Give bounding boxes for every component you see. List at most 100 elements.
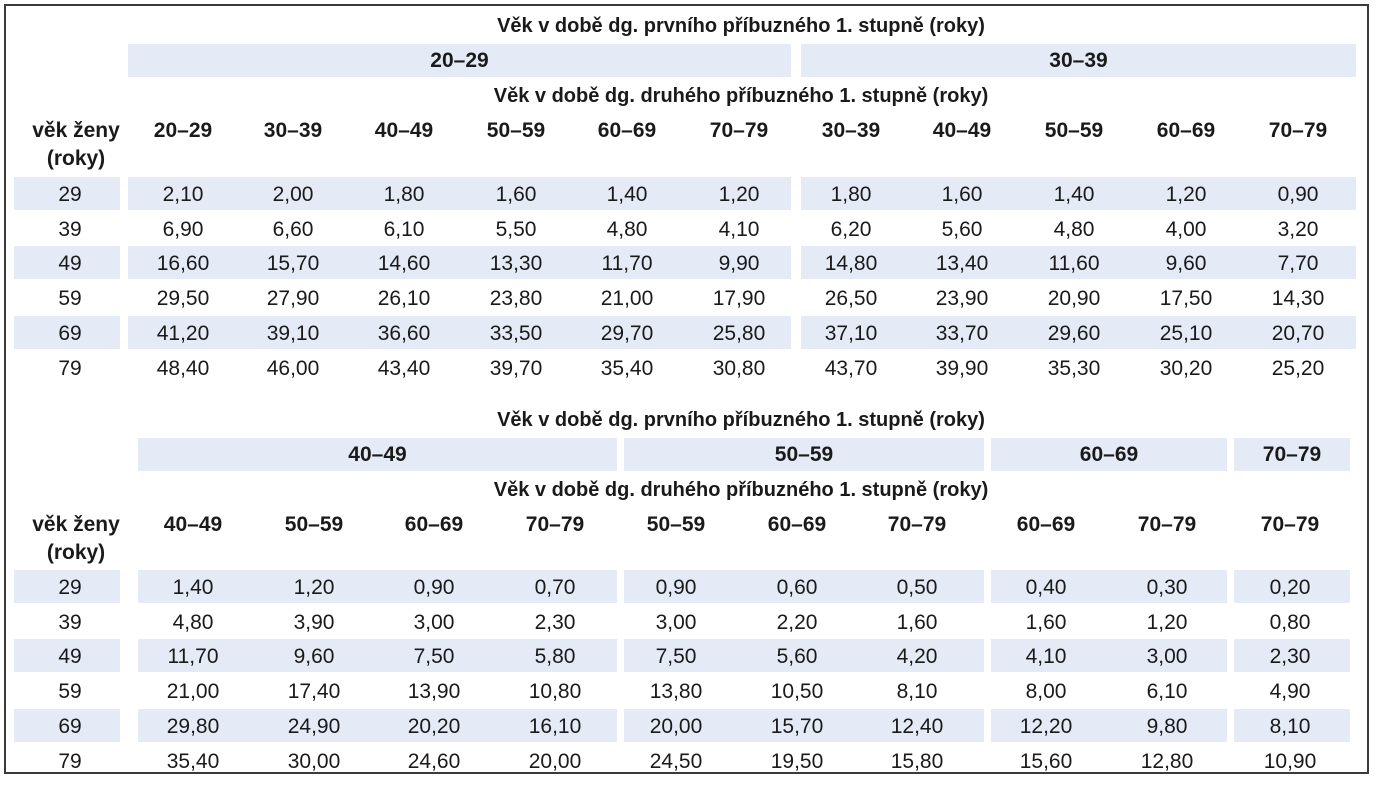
table-cell: 11,70 <box>601 252 653 276</box>
table-cell: 13,40 <box>935 252 989 276</box>
row-band <box>138 708 617 742</box>
row-band <box>624 639 984 673</box>
table-cell: 0,30 <box>1146 576 1188 599</box>
table-cell: 13,80 <box>649 680 703 704</box>
table-cell: 0,90 <box>413 576 455 599</box>
table-cell: 15,80 <box>890 749 944 773</box>
row-band <box>128 315 791 349</box>
column-header: 70–79 <box>709 119 769 142</box>
table-cell: 4,80 <box>1053 217 1095 241</box>
table-cell: 0,90 <box>1277 183 1319 206</box>
row-band <box>14 639 120 673</box>
table-cell: 1,60 <box>941 183 983 206</box>
table-cell: 1,80 <box>383 183 425 206</box>
table-cell: 20,00 <box>649 714 703 738</box>
column-header: 50–59 <box>646 513 706 536</box>
table-cell: 0,50 <box>896 576 938 599</box>
table-cell: 9,60 <box>1165 252 1207 276</box>
table-cell: 2,00 <box>272 183 314 206</box>
column-header: 20–29 <box>153 119 213 142</box>
row-age-label: 49 <box>58 645 82 669</box>
table-cell: 8,10 <box>1269 714 1311 738</box>
group-header-label: 60–69 <box>1079 443 1139 466</box>
column-header: 40–49 <box>932 119 992 142</box>
table-cell: 4,90 <box>1269 680 1311 704</box>
table-cell: 39,90 <box>935 356 989 380</box>
column-header: 30–39 <box>263 119 323 142</box>
age-column-header-unit: (roky) <box>46 541 106 564</box>
column-header: 60–69 <box>767 513 827 536</box>
table-cell: 30,00 <box>287 749 341 773</box>
table-cell: 3,00 <box>413 610 455 634</box>
column-header: 50–59 <box>284 513 344 536</box>
table-cell: 0,90 <box>655 576 697 599</box>
table-cell: 0,80 <box>1269 610 1311 634</box>
group-header-band <box>128 44 791 77</box>
table-cell: 5,80 <box>534 645 576 669</box>
row-age-label: 59 <box>58 287 82 311</box>
table-title-second-relative: Věk v době dg. druhého příbuzného 1. stu… <box>493 85 989 107</box>
table-cell: 20,00 <box>528 749 582 773</box>
column-header: 70–79 <box>525 513 585 536</box>
table-cell: 3,20 <box>1277 217 1319 241</box>
table-cell: 16,60 <box>156 252 210 276</box>
column-header: 40–49 <box>374 119 434 142</box>
table-cell: 11,70 <box>167 645 219 669</box>
row-age-label: 29 <box>58 576 82 599</box>
table-cell: 46,00 <box>266 356 320 380</box>
table-cell: 0,40 <box>1025 576 1067 599</box>
row-band <box>14 708 120 742</box>
column-header: 70–79 <box>1268 119 1328 142</box>
row-age-label: 39 <box>58 610 82 634</box>
column-header: 30–39 <box>821 119 881 142</box>
table-cell: 25,80 <box>712 321 766 345</box>
table-cell: 5,60 <box>941 217 983 241</box>
group-header-label: 70–79 <box>1262 443 1322 466</box>
column-header: 50–59 <box>486 119 546 142</box>
table-cell: 8,00 <box>1025 680 1067 704</box>
table-cell: 4,10 <box>1025 645 1067 669</box>
table-cell: 26,10 <box>377 287 431 311</box>
column-header: 60–69 <box>1016 513 1076 536</box>
table-cell: 2,10 <box>162 183 204 206</box>
table-cell: 23,90 <box>935 287 989 311</box>
table-cell: 12,20 <box>1019 714 1073 738</box>
table-cell: 1,20 <box>293 576 335 599</box>
table-cell: 1,60 <box>495 183 537 206</box>
table-cell: 35,40 <box>166 749 220 773</box>
table-cell: 25,10 <box>1159 321 1213 345</box>
row-age-label: 39 <box>58 217 82 241</box>
age-column-header: věk ženy <box>32 513 120 536</box>
table-cell: 24,90 <box>287 714 341 738</box>
group-header-label: 20–29 <box>430 49 489 72</box>
table-cell: 20,20 <box>407 714 461 738</box>
table-cell: 4,80 <box>606 217 648 241</box>
table-cell: 9,60 <box>293 645 335 669</box>
table-cell: 27,90 <box>266 287 320 311</box>
table-cell: 24,50 <box>649 749 703 773</box>
table-cell: 0,70 <box>534 576 576 599</box>
table-cell: 1,60 <box>896 610 938 634</box>
table-title-first-relative: Věk v době dg. prvního příbuzného 1. stu… <box>497 409 985 431</box>
table-cell: 3,90 <box>293 610 335 634</box>
table-cell: 1,80 <box>830 183 872 206</box>
group-header-label: 40–49 <box>348 443 407 466</box>
table-cell: 14,60 <box>377 252 431 276</box>
table-cell: 21,00 <box>166 680 220 704</box>
table-cell: 29,60 <box>1047 321 1101 345</box>
table-cell: 7,50 <box>655 645 697 669</box>
table-cell: 1,20 <box>1165 183 1207 206</box>
table-cell: 33,50 <box>489 321 543 345</box>
table-cell: 20,70 <box>1271 321 1325 345</box>
table-cell: 24,60 <box>407 749 461 773</box>
row-band <box>128 246 791 280</box>
table-cell: 17,90 <box>712 287 766 311</box>
table-cell: 2,30 <box>534 610 576 634</box>
age-column-header: věk ženy <box>32 119 120 142</box>
table-cell: 30,80 <box>712 356 766 380</box>
table-cell: 25,20 <box>1271 356 1325 380</box>
table-cell: 7,70 <box>1277 252 1319 276</box>
table-title-first-relative: Věk v době dg. prvního příbuzného 1. stu… <box>497 15 985 37</box>
table-cell: 13,30 <box>489 252 543 276</box>
table-cell: 5,60 <box>776 645 818 669</box>
